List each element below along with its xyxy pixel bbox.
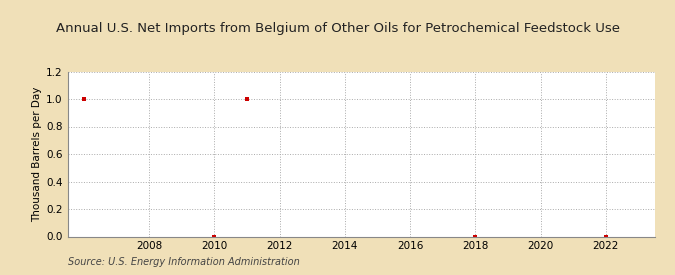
Y-axis label: Thousand Barrels per Day: Thousand Barrels per Day bbox=[32, 86, 42, 222]
Text: Annual U.S. Net Imports from Belgium of Other Oils for Petrochemical Feedstock U: Annual U.S. Net Imports from Belgium of … bbox=[55, 22, 620, 35]
Text: Source: U.S. Energy Information Administration: Source: U.S. Energy Information Administ… bbox=[68, 257, 299, 267]
